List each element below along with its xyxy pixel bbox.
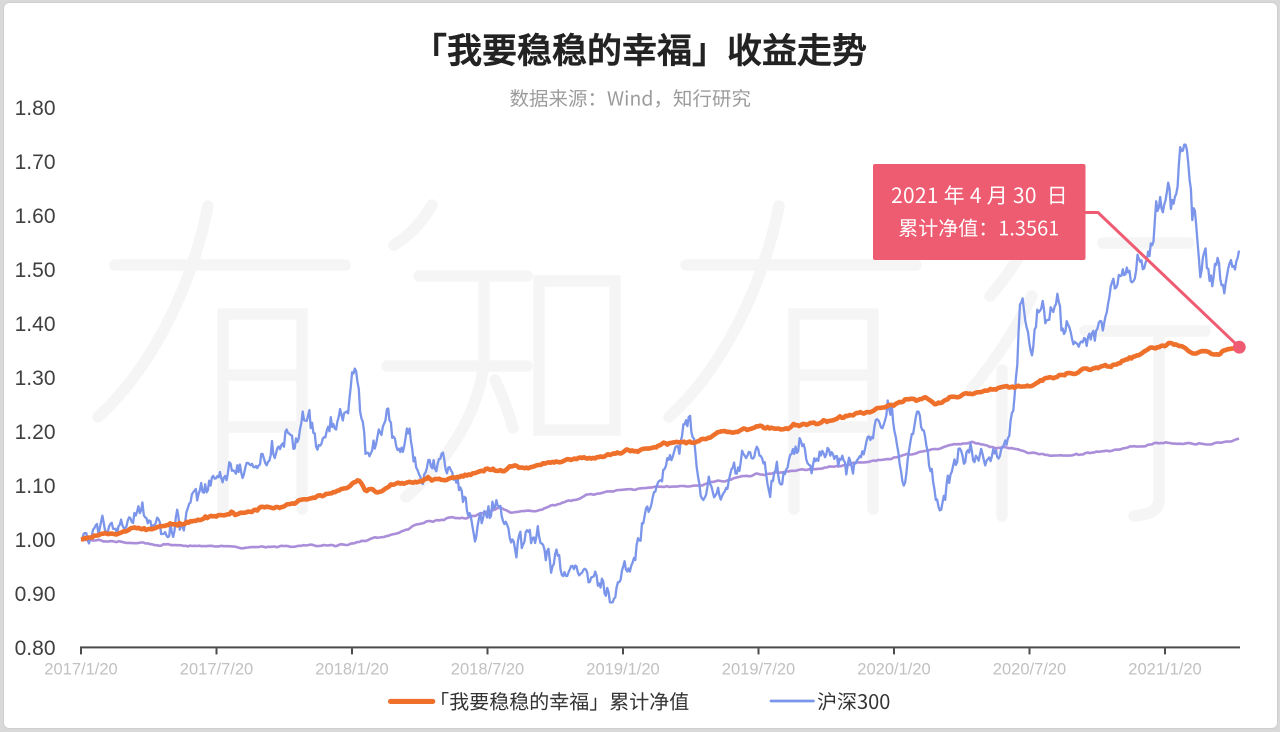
- svg-text:0.90: 0.90: [15, 583, 56, 606]
- svg-text:2018/7/20: 2018/7/20: [451, 661, 524, 679]
- svg-text:1.00: 1.00: [15, 529, 56, 552]
- svg-text:2017/7/20: 2017/7/20: [180, 661, 253, 679]
- svg-text:2017/1/20: 2017/1/20: [44, 661, 117, 679]
- svg-text:1.70: 1.70: [15, 151, 56, 174]
- svg-text:2020/7/20: 2020/7/20: [993, 661, 1066, 679]
- svg-text:2018/1/20: 2018/1/20: [315, 661, 388, 679]
- svg-text:1.40: 1.40: [15, 313, 56, 336]
- svg-text:0.80: 0.80: [15, 637, 56, 660]
- svg-text:2019/1/20: 2019/1/20: [586, 661, 659, 679]
- svg-text:1.80: 1.80: [15, 97, 56, 120]
- svg-text:1.60: 1.60: [15, 205, 56, 228]
- svg-text:2021/1/20: 2021/1/20: [1128, 661, 1201, 679]
- svg-text:1.50: 1.50: [15, 259, 56, 282]
- svg-text:1.10: 1.10: [15, 475, 56, 498]
- svg-text:1.30: 1.30: [15, 367, 56, 390]
- svg-text:1.20: 1.20: [15, 421, 56, 444]
- svg-text:2019/7/20: 2019/7/20: [722, 661, 795, 679]
- svg-text:2020/1/20: 2020/1/20: [857, 661, 930, 679]
